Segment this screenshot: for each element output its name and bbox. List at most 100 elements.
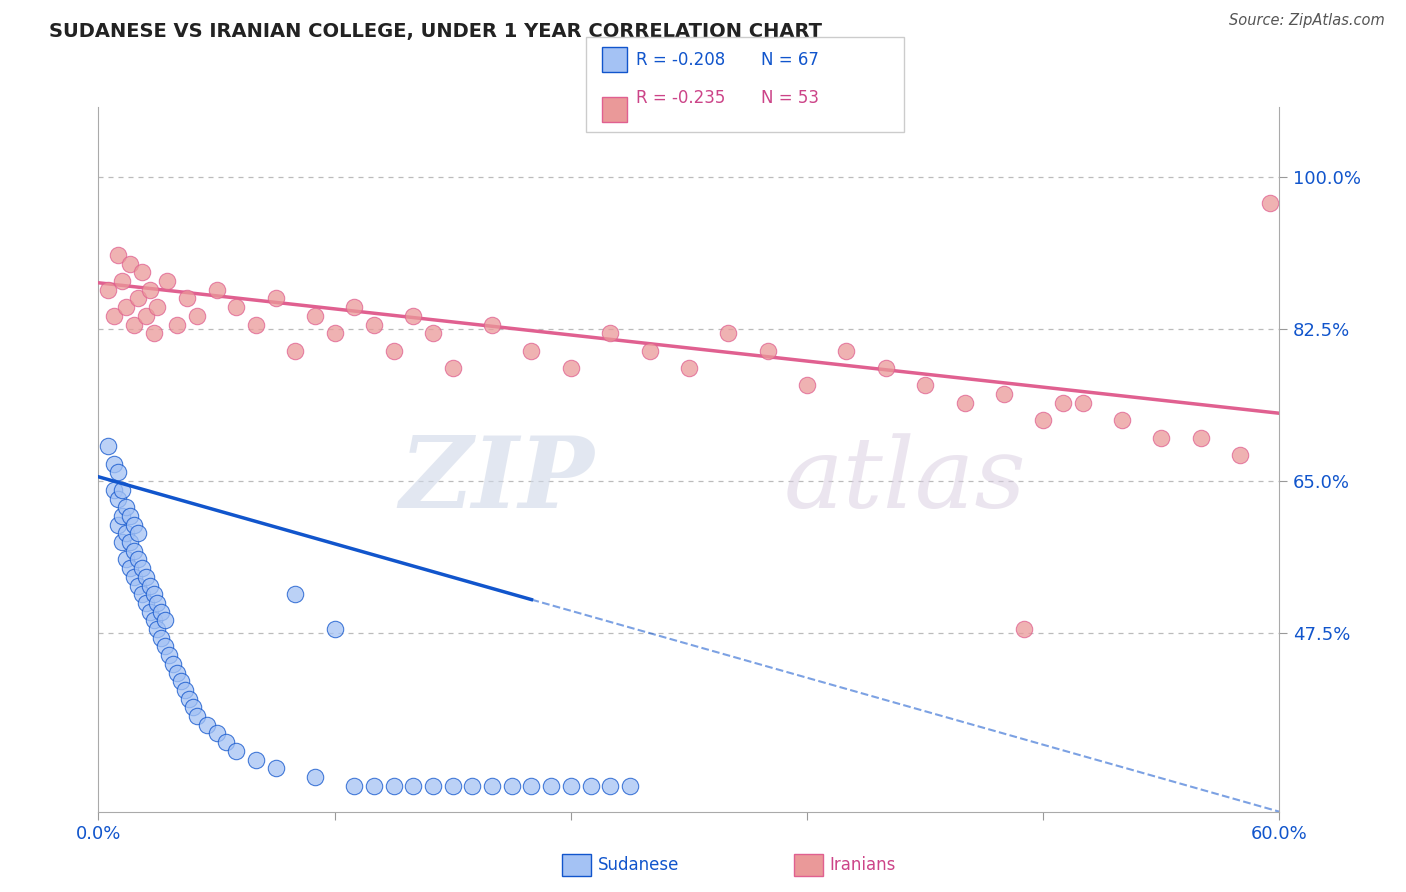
Point (115, 526, 138, 541)
Point (599, 326, 621, 341)
Text: ZIP: ZIP (399, 433, 595, 529)
Point (461, 779, 484, 793)
Point (343, 300, 366, 314)
Point (1111, 413, 1133, 427)
Point (122, 543, 145, 558)
Point (304, 770, 326, 784)
Point (155, 613, 177, 627)
Text: N = 67: N = 67 (761, 51, 818, 69)
Point (304, 309, 326, 323)
Point (205, 283, 228, 297)
Point (127, 526, 149, 541)
Point (481, 779, 503, 793)
Text: Sudanese: Sudanese (598, 855, 679, 874)
Point (103, 309, 125, 323)
Point (284, 343, 307, 358)
Point (97, 439, 120, 453)
Point (135, 309, 157, 323)
Text: SUDANESE VS IRANIAN COLLEGE, UNDER 1 YEAR CORRELATION CHART: SUDANESE VS IRANIAN COLLEGE, UNDER 1 YEA… (49, 22, 823, 41)
Point (225, 300, 247, 314)
Point (103, 483, 125, 497)
Point (501, 779, 523, 793)
Point (441, 361, 464, 376)
Point (122, 570, 145, 584)
Point (97, 283, 120, 297)
Point (157, 648, 180, 662)
Point (138, 605, 160, 619)
Text: Source: ZipAtlas.com: Source: ZipAtlas.com (1229, 13, 1385, 29)
Point (177, 691, 200, 706)
Point (323, 326, 346, 341)
Text: R = -0.208: R = -0.208 (636, 51, 724, 69)
Point (1012, 622, 1035, 636)
Point (619, 779, 641, 793)
Point (264, 292, 287, 306)
Point (111, 508, 134, 523)
Point (118, 535, 141, 549)
Point (135, 570, 157, 584)
Point (162, 657, 184, 671)
Point (441, 779, 464, 793)
Point (181, 700, 204, 714)
Point (402, 309, 425, 323)
Point (993, 387, 1015, 401)
Point (835, 343, 858, 358)
Point (402, 779, 425, 793)
Point (186, 709, 208, 723)
Point (1258, 195, 1281, 210)
Point (914, 378, 936, 392)
Point (118, 508, 141, 523)
Point (111, 483, 134, 497)
Point (520, 779, 543, 793)
Point (146, 596, 169, 610)
Point (560, 361, 582, 376)
Point (135, 596, 157, 610)
Point (118, 561, 141, 575)
Point (343, 779, 366, 793)
Point (205, 726, 228, 740)
Point (118, 257, 141, 271)
Point (756, 343, 779, 358)
Point (122, 517, 145, 532)
Point (122, 318, 145, 332)
Point (176, 292, 198, 306)
Point (142, 326, 165, 341)
Point (150, 631, 173, 645)
Point (138, 578, 160, 592)
Point (150, 605, 173, 619)
Point (678, 361, 700, 376)
Point (1032, 413, 1054, 427)
Point (1052, 396, 1074, 410)
Point (953, 396, 976, 410)
Point (131, 587, 153, 601)
Point (796, 378, 818, 392)
Point (560, 779, 582, 793)
Point (875, 361, 897, 376)
Point (107, 491, 129, 506)
Point (481, 318, 503, 332)
Point (520, 343, 543, 358)
Point (382, 343, 405, 358)
Point (245, 318, 267, 332)
Text: N = 53: N = 53 (761, 89, 818, 107)
Text: R = -0.235: R = -0.235 (636, 89, 725, 107)
Point (146, 300, 169, 314)
Point (107, 248, 129, 262)
Point (579, 779, 602, 793)
Point (127, 292, 149, 306)
Text: atlas: atlas (783, 433, 1026, 528)
Point (166, 318, 188, 332)
Point (127, 578, 149, 592)
Point (284, 587, 307, 601)
Point (166, 665, 188, 680)
Point (195, 717, 218, 731)
Point (115, 300, 138, 314)
Point (225, 744, 247, 758)
Point (422, 779, 444, 793)
Text: Iranians: Iranians (830, 855, 896, 874)
Point (107, 466, 129, 480)
Point (638, 343, 661, 358)
Point (422, 326, 444, 341)
Point (1229, 448, 1251, 462)
Point (138, 283, 160, 297)
